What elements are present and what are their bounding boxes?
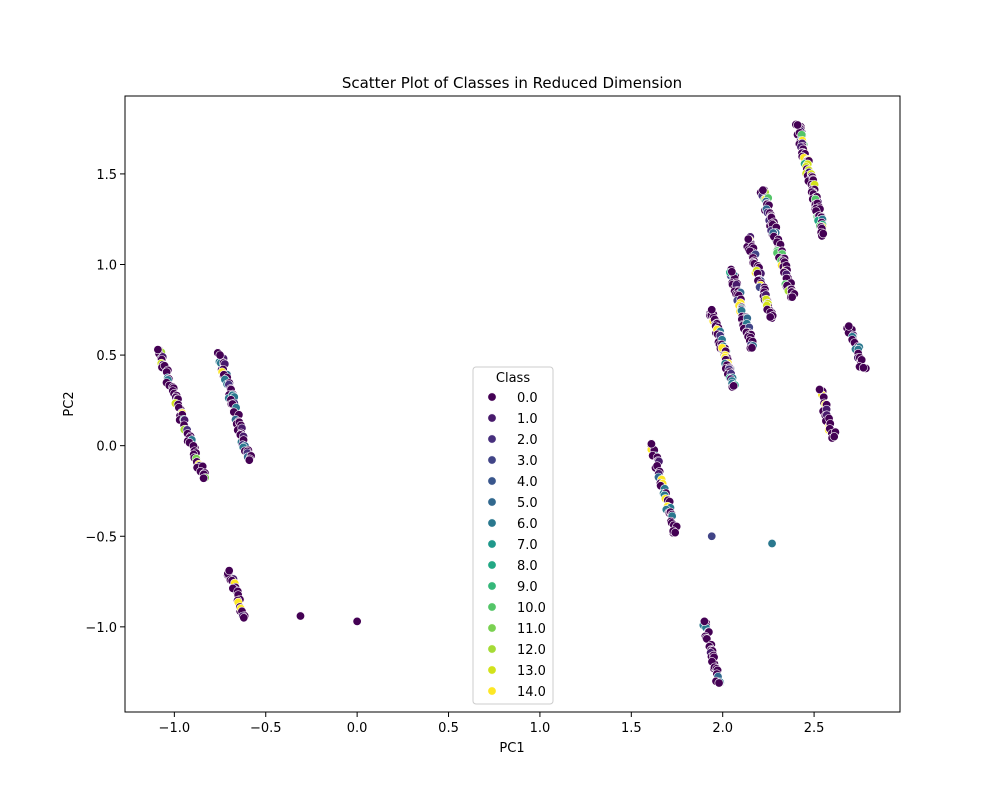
legend-label: 5.0: [517, 496, 538, 511]
legend-marker: [487, 455, 497, 465]
legend-marker: [487, 476, 497, 486]
x-tick-label: 2.0: [712, 721, 733, 736]
data-point: [352, 616, 362, 626]
data-point: [215, 350, 225, 360]
legend-marker: [487, 644, 497, 654]
data-point: [758, 185, 768, 195]
data-point: [818, 229, 828, 239]
data-point: [729, 381, 739, 391]
y-tick-label: −1.0: [85, 621, 117, 636]
legend-marker: [487, 497, 497, 507]
data-point: [153, 345, 163, 355]
x-tick-label: −1.0: [159, 721, 191, 736]
legend-label: 7.0: [517, 538, 538, 553]
x-tick-label: 1.0: [530, 721, 551, 736]
data-point: [646, 439, 656, 449]
data-point: [714, 678, 724, 688]
legend-label: 10.0: [517, 601, 546, 616]
legend-marker: [487, 392, 497, 402]
legend-marker: [487, 413, 497, 423]
data-point: [224, 566, 234, 576]
data-point: [747, 343, 757, 353]
legend-items: 0.0 1.0 2.0 3.0 4.0 5.0 6.0 7.0 8.0 9.0 10.0 11.0 12…: [487, 391, 546, 700]
plot-frame: [124, 95, 901, 713]
y-tick-label: 1.5: [96, 168, 117, 183]
y-tick-label: 0.5: [96, 349, 117, 364]
x-axis-ticks: −1.0 −0.5 0.0 0.5 1.0 1.5 2.0 2.5: [159, 712, 825, 736]
legend-label: 14.0: [517, 685, 546, 700]
legend-title: Class: [496, 371, 530, 386]
legend-marker: [487, 518, 497, 528]
legend-label: 6.0: [517, 517, 538, 532]
legend-marker: [487, 623, 497, 633]
legend-label: 3.0: [517, 454, 538, 469]
legend-marker: [487, 665, 497, 675]
legend-label: 8.0: [517, 559, 538, 574]
legend-label: 12.0: [517, 643, 546, 658]
x-tick-label: 1.5: [621, 721, 642, 736]
legend-marker: [487, 602, 497, 612]
legend-label: 1.0: [517, 412, 538, 427]
data-point: [707, 305, 717, 315]
data-point: [295, 611, 305, 621]
legend-label: 2.0: [517, 433, 538, 448]
legend-label: 13.0: [517, 664, 546, 679]
data-point: [699, 616, 709, 626]
data-point: [767, 539, 777, 549]
y-tick-label: −0.5: [85, 530, 117, 545]
chart-title: Scatter Plot of Classes in Reduced Dimen…: [342, 74, 682, 92]
data-point: [244, 455, 254, 465]
x-tick-label: 2.5: [804, 721, 825, 736]
legend-marker: [487, 539, 497, 549]
data-point: [670, 528, 680, 538]
data-point: [793, 120, 803, 130]
data-point: [199, 473, 209, 483]
legend: Class 0.0 1.0 2.0 3.0 4.0 5.0 6.0 7.0 8.0 9.0 10.0…: [472, 366, 554, 705]
y-axis-label: PC2: [62, 391, 77, 416]
y-tick-label: 0.0: [96, 440, 117, 455]
data-point: [239, 613, 249, 623]
legend-marker: [487, 686, 497, 696]
data-point: [829, 432, 839, 442]
data-point: [858, 363, 868, 373]
y-axis-ticks: −1.0 −0.5 0.0 0.5 1.0 1.5: [85, 168, 125, 636]
points-layer: [153, 119, 871, 688]
legend-label: 11.0: [517, 622, 546, 637]
x-tick-label: 0.0: [347, 721, 368, 736]
legend-marker: [487, 560, 497, 570]
legend-label: 0.0: [517, 391, 538, 406]
legend-box: [472, 366, 554, 705]
legend-label: 4.0: [517, 475, 538, 490]
legend-marker: [487, 434, 497, 444]
data-point: [815, 385, 825, 395]
y-tick-label: 1.0: [96, 258, 117, 273]
x-tick-label: 0.5: [438, 721, 459, 736]
legend-label: 9.0: [517, 580, 538, 595]
data-point: [844, 321, 854, 331]
data-point: [727, 267, 737, 277]
legend-marker: [487, 581, 497, 591]
x-tick-label: −0.5: [250, 721, 282, 736]
data-point: [765, 312, 775, 322]
x-axis-label: PC1: [499, 741, 524, 756]
data-point: [743, 234, 753, 244]
data-point: [787, 292, 797, 302]
data-point: [707, 531, 717, 541]
